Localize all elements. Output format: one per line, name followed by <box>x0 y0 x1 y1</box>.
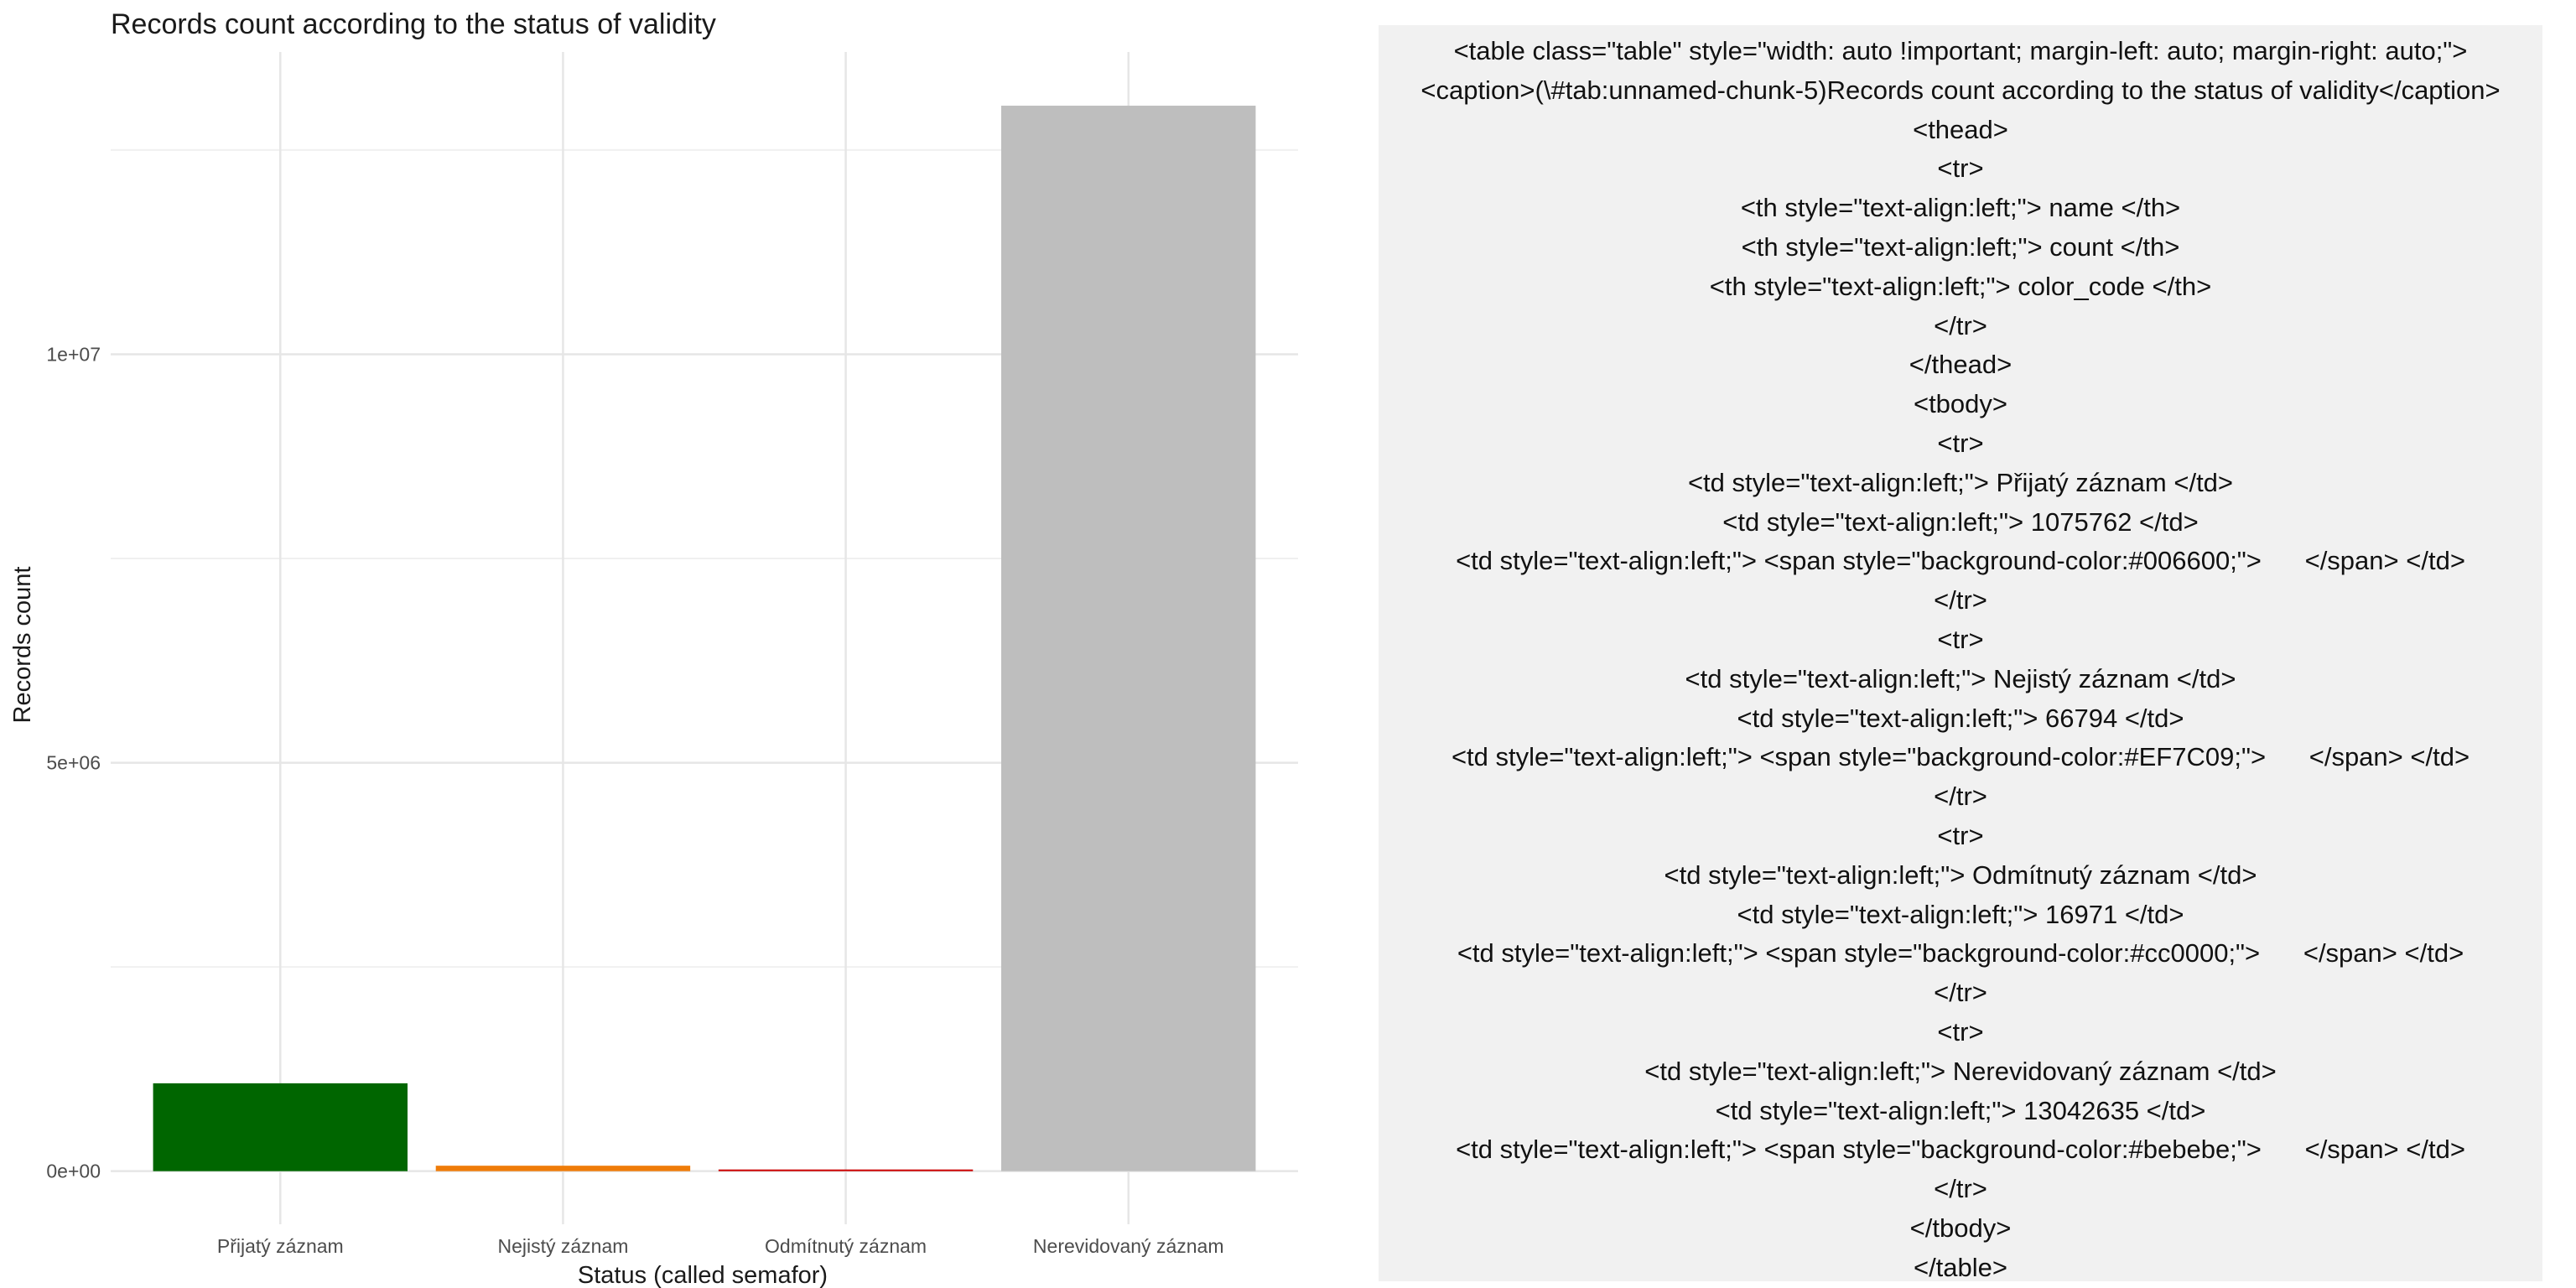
code-line: <thead> <box>1913 114 2008 144</box>
y-tick-label: 0e+00 <box>46 1161 101 1182</box>
y-tick-label: 5e+06 <box>46 752 101 774</box>
bar <box>435 1166 691 1171</box>
code-line: <th style="text-align:left;"> name </th> <box>1740 193 2181 223</box>
code-line: <caption>(\#tab:unnamed-chunk-5)Records … <box>1420 75 2501 105</box>
code-line: <td style="text-align:left;"> 13042635 <… <box>1715 1095 2206 1125</box>
code-line: <td style="text-align:left;"> <span styl… <box>1456 546 2465 576</box>
code-line: <tr> <box>1937 428 1984 458</box>
code-line: <tr> <box>1937 1016 1984 1046</box>
x-tick-label: Nerevidovaný záznam <box>1033 1235 1224 1257</box>
code-line: <td style="text-align:left;"> Odmítnutý … <box>1664 860 2257 890</box>
code-line: <td style="text-align:left;"> Přijatý zá… <box>1687 467 2234 497</box>
code-line: <tbody> <box>1913 389 2008 419</box>
code-line: <th style="text-align:left;"> color_code… <box>1709 271 2212 301</box>
code-line: </table> <box>1913 1252 2008 1282</box>
code-line: <table class="table" style="width: auto … <box>1453 36 2468 65</box>
code-line: </tr> <box>1934 310 1987 340</box>
code-line: <td style="text-align:left;"> Nejistý zá… <box>1685 663 2236 693</box>
code-line: <tr> <box>1937 820 1984 850</box>
code-line: <td style="text-align:left;"> Nerevidova… <box>1644 1056 2277 1086</box>
code-line: <td style="text-align:left;"> 1075762 </… <box>1722 506 2199 537</box>
bar <box>153 1083 408 1171</box>
code-line: </tr> <box>1934 1174 1987 1204</box>
chart-title: Records count according to the status of… <box>111 8 716 40</box>
y-axis-label: Records count <box>9 567 36 724</box>
code-line: </tr> <box>1934 978 1987 1008</box>
html-code-panel: <table class="table" style="width: auto … <box>1379 25 2542 1282</box>
code-line: </thead> <box>1909 350 2012 380</box>
code-line: <tr> <box>1937 153 1984 184</box>
code-line: <td style="text-align:left;"> <span styl… <box>1451 742 2470 772</box>
x-tick-label: Odmítnutý záznam <box>765 1235 927 1257</box>
code-line: </tr> <box>1934 782 1987 812</box>
x-axis-label: Status (called semafor) <box>578 1262 828 1288</box>
bars <box>153 106 1256 1171</box>
code-line: <td style="text-align:left;"> 66794 </td… <box>1737 703 2184 733</box>
y-tick-label: 1e+07 <box>46 343 101 365</box>
code-line: <td style="text-align:left;"> 16971 </td… <box>1737 899 2184 929</box>
code-line: <td style="text-align:left;"> <span styl… <box>1456 1135 2465 1165</box>
bar <box>718 1169 974 1171</box>
x-tick-label: Nejistý záznam <box>497 1235 628 1257</box>
code-line: <td style="text-align:left;"> <span styl… <box>1457 938 2464 969</box>
y-axis-ticks: 0e+00 5e+06 1e+07 <box>46 343 101 1182</box>
code-line: </tbody> <box>1909 1213 2012 1243</box>
x-tick-label: Přijatý záznam <box>217 1235 344 1257</box>
code-line: <th style="text-align:left;"> count </th… <box>1741 231 2180 262</box>
x-axis-ticks: Přijatý záznam Nejistý záznam Odmítnutý zá… <box>217 1235 1224 1257</box>
bar-chart: Records count according to the status of… <box>9 8 1298 1288</box>
bar <box>1001 106 1256 1171</box>
code-line: </tr> <box>1934 585 1987 615</box>
code-line: <tr> <box>1937 624 1984 654</box>
